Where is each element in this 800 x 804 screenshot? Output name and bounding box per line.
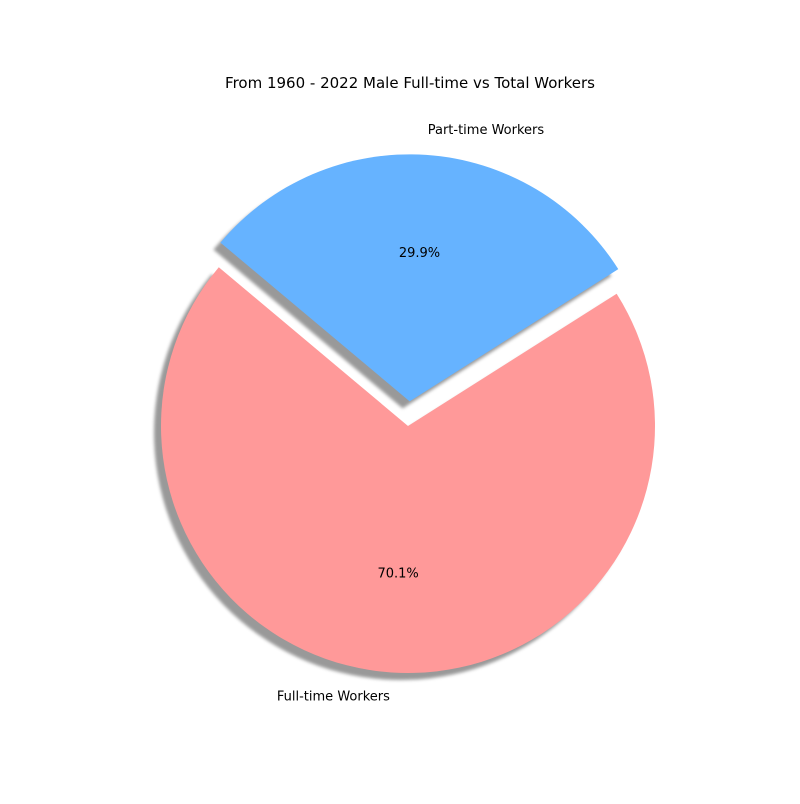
pie-slice-layer [161, 154, 655, 673]
pie-slice-part-time-workers [220, 154, 619, 402]
pie-percent-label-full-time-workers: 70.1% [377, 566, 418, 581]
pie-label-layer: 70.1% Full-time Workers 29.9% Part-time Wor… [277, 123, 545, 705]
pie-slice-full-time-workers [161, 267, 655, 673]
pie-category-label-full-time-workers: Full-time Workers [277, 690, 390, 705]
chart-title: From 1960 - 2022 Male Full-time vs Total… [225, 74, 595, 92]
pie-percent-label-part-time-workers: 29.9% [399, 246, 440, 261]
pie-category-label-part-time-workers: Part-time Workers [428, 123, 545, 138]
